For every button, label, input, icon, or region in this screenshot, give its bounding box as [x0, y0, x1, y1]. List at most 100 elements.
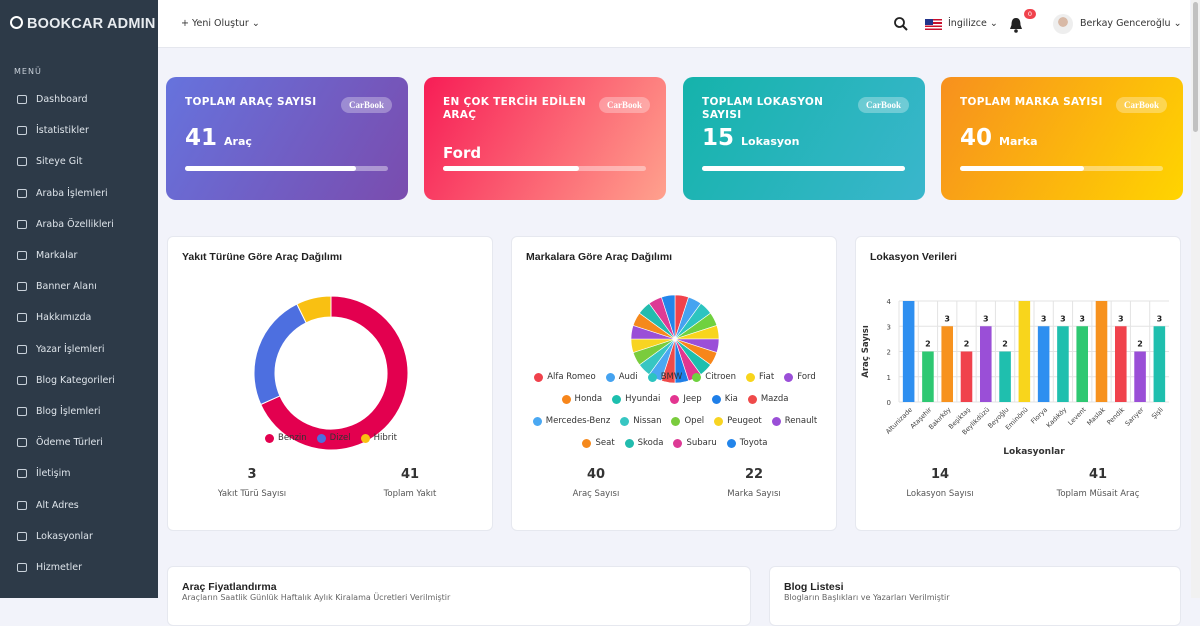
- legend-label: Peugeot: [727, 416, 762, 426]
- y-tick-label: 1: [887, 374, 891, 382]
- data-label: 3: [1079, 314, 1085, 323]
- card-badge: CarBook: [598, 97, 650, 113]
- menu-item[interactable]: Hakkımızda: [17, 312, 91, 323]
- card-unit: Marka: [999, 135, 1038, 148]
- progress-track: [443, 166, 646, 171]
- chart: 01234Altunizade2Ataşehir3Bakırköy2Beşikt…: [861, 298, 1169, 457]
- stat-value: 3: [247, 467, 257, 482]
- legend-label: Subaru: [686, 438, 717, 448]
- menu-item[interactable]: Ödeme Türleri: [17, 437, 103, 448]
- x-tick-label: Levent: [1066, 405, 1088, 427]
- avatar[interactable]: [1053, 14, 1073, 34]
- bar: [1018, 301, 1031, 402]
- legend-label: Nissan: [633, 416, 662, 426]
- menu-icon: [17, 531, 27, 541]
- menu-item[interactable]: İstatistikler: [17, 125, 89, 136]
- chart-panel: Yakıt Türüne Göre Araç Dağılımı Benzin Diz…: [167, 236, 493, 531]
- stat-label: Yakıt Türü Sayısı: [217, 489, 287, 499]
- menu-label: Blog İşlemleri: [36, 406, 101, 417]
- menu-item[interactable]: Blog Kategorileri: [17, 375, 115, 386]
- legend-swatch: [534, 372, 544, 382]
- progress-fill: [443, 166, 579, 171]
- stat-label: Toplam Yakıt: [383, 489, 437, 499]
- bar: [1095, 301, 1108, 402]
- language-select[interactable]: İngilizce ⌄: [948, 18, 998, 29]
- menu-label: Hakkımızda: [36, 312, 92, 324]
- bar: [1037, 326, 1050, 402]
- menu-icon: [17, 407, 27, 416]
- stat-value: 22: [744, 467, 764, 482]
- stat-card: TOPLAM LOKASYON SAYISI CarBook 15 Lokasyon: [683, 77, 925, 200]
- bar: [1115, 326, 1127, 402]
- x-tick-label: Şişli: [1150, 406, 1165, 421]
- brand[interactable]: BOOKCAR ADMIN: [10, 16, 156, 32]
- stat-label: Lokasyon Sayısı: [906, 489, 974, 499]
- stat-label: Toplam Müsait Araç: [1056, 489, 1140, 499]
- data-label: 2: [925, 340, 931, 349]
- menu-icon: [17, 313, 27, 323]
- legend-item: Jeep: [670, 391, 702, 407]
- legend-item: BMW: [647, 369, 682, 385]
- menu-item[interactable]: Alt Adres: [17, 500, 79, 511]
- menu-item[interactable]: Hizmetler: [17, 562, 82, 573]
- search-icon[interactable]: [894, 17, 908, 31]
- menu-label: Lokasyonlar: [36, 530, 93, 542]
- legend-item: Nissan: [620, 413, 661, 429]
- progress-fill: [960, 166, 1084, 171]
- legend-item: Ford: [784, 369, 816, 385]
- panel-title: Yakıt Türüne Göre Araç Dağılımı: [182, 251, 343, 263]
- stat-card: TOPLAM MARKA SAYISI CarBook 40 Marka: [941, 77, 1183, 200]
- stat-label: Araç Sayısı: [572, 489, 620, 499]
- bell-icon[interactable]: [1009, 17, 1023, 33]
- chart: [253, 295, 409, 451]
- menu-label: Hizmetler: [36, 562, 82, 573]
- menu-item[interactable]: Markalar: [17, 250, 77, 261]
- legend-item: Hyundai: [612, 391, 660, 407]
- user-name: Berkay Genceroğlu: [1080, 18, 1171, 29]
- language-text: İngilizce: [948, 18, 987, 29]
- legend-item: Peugeot: [714, 413, 762, 429]
- menu-label: Banner Alanı: [36, 281, 97, 293]
- user-menu[interactable]: Berkay Genceroğlu ⌄: [1080, 18, 1182, 29]
- data-label: 3: [1041, 314, 1047, 323]
- menu-item[interactable]: Lokasyonlar: [17, 531, 93, 542]
- y-tick-label: 2: [887, 349, 891, 357]
- menu-item[interactable]: Banner Alanı: [17, 281, 97, 292]
- create-button[interactable]: + Yeni Oluştur ⌄: [181, 18, 260, 29]
- menu-icon: [17, 344, 27, 354]
- scrollbar[interactable]: [1191, 0, 1200, 598]
- legend-label: Audi: [618, 372, 638, 382]
- card-value: 41 Araç: [185, 125, 252, 151]
- bar: [1134, 351, 1146, 402]
- legend-swatch: [620, 416, 630, 426]
- legend-item: Mazda: [747, 391, 788, 407]
- data-label: 3: [1157, 314, 1163, 323]
- menu-item[interactable]: İletişim: [17, 468, 71, 479]
- card-badge: CarBook: [340, 97, 392, 113]
- legend-swatch: [316, 433, 326, 443]
- menu-label: Araba Özellikleri: [36, 218, 114, 230]
- legend-item: Toyota: [726, 435, 768, 451]
- stat-label: Marka Sayısı: [727, 489, 781, 499]
- card-number: Ford: [443, 144, 482, 162]
- menu-icon: [17, 375, 27, 385]
- chart: [630, 294, 720, 384]
- menu-item[interactable]: Dashboard: [17, 94, 88, 105]
- legend-label: Mercedes-Benz: [545, 416, 611, 426]
- menu-item[interactable]: Siteye Git: [17, 156, 82, 167]
- card-number: 41: [185, 125, 218, 151]
- menu-label: İstatistikler: [36, 125, 89, 137]
- bar: [902, 301, 915, 402]
- menu-item[interactable]: Yazar İşlemleri: [17, 344, 105, 355]
- bar: [1076, 326, 1088, 402]
- menu-item[interactable]: Araba İşlemleri: [17, 188, 108, 199]
- legend-swatch: [360, 433, 370, 443]
- panel-title: Blog Listesi: [784, 581, 844, 593]
- legend-swatch: [670, 394, 680, 404]
- legend-swatch: [771, 416, 781, 426]
- menu-item[interactable]: Araba Özellikleri: [17, 219, 114, 230]
- legend-label: Benzin: [278, 433, 307, 443]
- legend-label: Fiat: [759, 372, 775, 382]
- menu-item[interactable]: Blog İşlemleri: [17, 406, 101, 417]
